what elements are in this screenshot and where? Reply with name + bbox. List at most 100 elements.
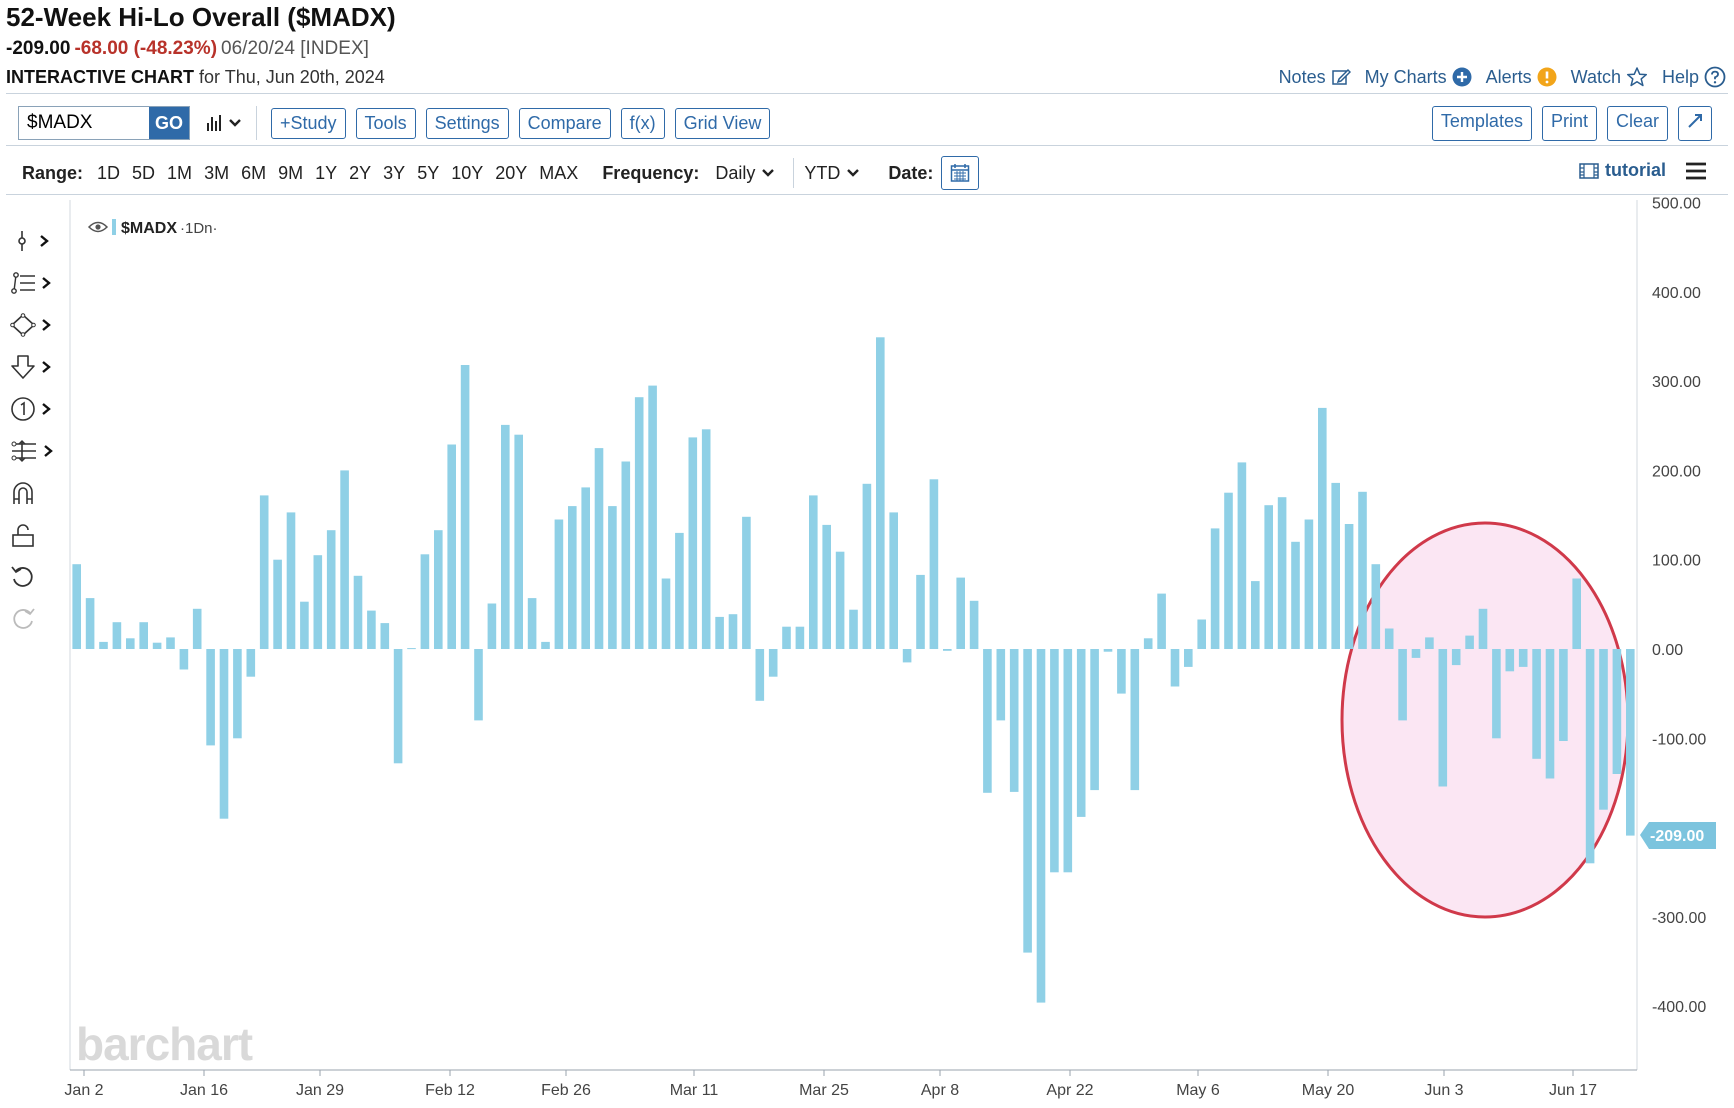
annotation-tool[interactable]: [10, 388, 60, 430]
expand-button[interactable]: [1678, 106, 1712, 141]
alerts-link[interactable]: Alerts: [1486, 66, 1557, 88]
bar: [1063, 649, 1073, 873]
trendline-tool[interactable]: [10, 262, 60, 304]
bar: [701, 429, 711, 649]
print-button[interactable]: Print: [1541, 106, 1597, 141]
bar: [1090, 649, 1099, 791]
range-max[interactable]: MAX: [539, 162, 579, 183]
x-tick-label: Jun 3: [1424, 1082, 1463, 1099]
bar: [1050, 649, 1059, 873]
range-3y[interactable]: 3Y: [383, 162, 406, 183]
bar: [460, 365, 470, 649]
bar: [85, 598, 95, 649]
range-1m[interactable]: 1M: [167, 162, 193, 183]
magnet-tool[interactable]: [10, 472, 60, 514]
bar: [72, 564, 81, 649]
lock-tool[interactable]: [10, 514, 60, 556]
bar: [1197, 619, 1206, 649]
bar: [1559, 649, 1568, 741]
bar: [554, 519, 564, 649]
arrow-down-icon: [11, 355, 35, 379]
date-picker-button[interactable]: [941, 156, 980, 190]
notes-link[interactable]: Notes: [1279, 66, 1351, 88]
crosshair-tool[interactable]: [10, 220, 60, 262]
tools-button[interactable]: Tools: [355, 107, 416, 139]
legend-interval: ·1Dn·: [180, 220, 218, 237]
bar: [849, 609, 858, 649]
chevron-down-icon: [229, 119, 241, 127]
bar: [1291, 541, 1300, 649]
watch-link[interactable]: Watch: [1571, 66, 1648, 88]
range-20y[interactable]: 20Y: [495, 162, 528, 183]
range-1d[interactable]: 1D: [97, 162, 121, 183]
bar: [1599, 649, 1608, 810]
go-button[interactable]: GO: [149, 107, 189, 139]
bar: [929, 479, 939, 649]
range-1y[interactable]: 1Y: [315, 162, 338, 183]
measure-tool[interactable]: [10, 430, 60, 472]
bar: [179, 649, 189, 670]
my-charts-link[interactable]: My Charts: [1365, 66, 1472, 88]
frequency-select[interactable]: Daily: [715, 163, 775, 184]
unlock-icon: [12, 524, 34, 547]
bar: [835, 551, 845, 649]
range-10y[interactable]: 10Y: [451, 162, 484, 183]
bar: [152, 642, 162, 649]
chart-type-selector[interactable]: [206, 114, 242, 132]
range-separator: [793, 158, 795, 188]
bar: [1210, 528, 1220, 649]
bar: [862, 483, 872, 649]
range-3m[interactable]: 3M: [204, 162, 230, 183]
bars-group: [72, 337, 1635, 1003]
bar: [648, 385, 657, 649]
period-select[interactable]: YTD: [804, 163, 860, 184]
compare-button[interactable]: Compare: [518, 107, 611, 139]
bar: [367, 610, 376, 649]
fx-button[interactable]: f(x): [620, 107, 665, 139]
x-tick-label: May 6: [1176, 1082, 1220, 1099]
header-divider: [6, 93, 1728, 94]
bar: [969, 600, 979, 649]
clear-button[interactable]: Clear: [1606, 106, 1668, 141]
undo-tool[interactable]: [10, 556, 60, 598]
redo-icon: [13, 608, 35, 629]
bar: [1277, 497, 1287, 649]
rangebar-divider: [6, 194, 1728, 195]
range-2y[interactable]: 2Y: [349, 162, 372, 183]
bar: [1130, 649, 1140, 791]
x-tick-label: May 20: [1302, 1082, 1355, 1099]
range-5y[interactable]: 5Y: [417, 162, 440, 183]
bar: [1224, 492, 1233, 649]
range-9m[interactable]: 9M: [278, 162, 304, 183]
bar: [166, 637, 175, 649]
y-tick-label: 300.00: [1652, 374, 1701, 391]
help-link[interactable]: Help: [1662, 66, 1726, 88]
legend-swatch: [112, 219, 116, 235]
bar: [1184, 649, 1193, 667]
range-5d[interactable]: 5D: [132, 162, 156, 183]
x-tick-label: Jun 17: [1549, 1082, 1597, 1099]
bar: [1076, 649, 1086, 817]
eye-pupil: [95, 224, 101, 230]
shape-tool[interactable]: [10, 304, 60, 346]
bar: [1143, 638, 1153, 649]
study-button[interactable]: +Study: [271, 107, 346, 139]
bar: [420, 554, 430, 649]
tutorial-link[interactable]: tutorial: [1579, 160, 1666, 181]
bar: [474, 649, 483, 721]
symbol-input[interactable]: [19, 107, 149, 139]
bar: [126, 638, 135, 649]
settings-button[interactable]: Settings: [425, 107, 509, 139]
bar: [1451, 649, 1461, 666]
frequency-value: Daily: [715, 162, 756, 183]
bar: [1518, 649, 1528, 667]
bar: [755, 649, 765, 701]
range-6m[interactable]: 6M: [241, 162, 267, 183]
arrow-tool[interactable]: [10, 346, 60, 388]
grid-view-button[interactable]: Grid View: [674, 107, 771, 139]
templates-button[interactable]: Templates: [1431, 106, 1532, 141]
redo-tool[interactable]: [10, 598, 60, 640]
magnet-icon: [13, 482, 33, 504]
hamburger-menu-icon[interactable]: [1684, 161, 1708, 181]
bar: [326, 530, 336, 649]
